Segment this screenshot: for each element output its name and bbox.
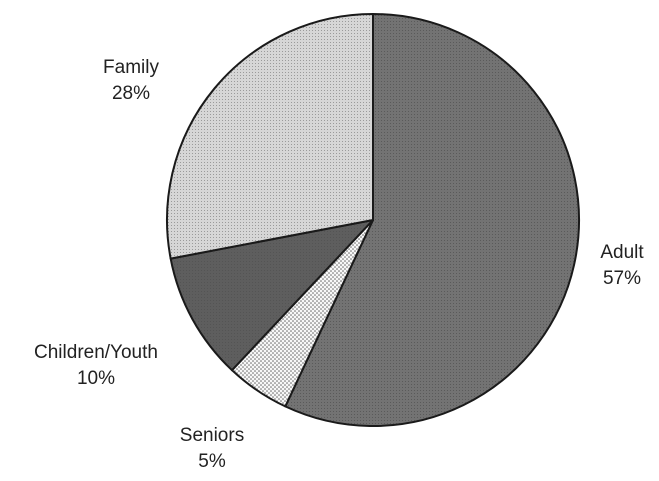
pie-slice-family [166, 13, 374, 260]
slice-value-seniors: 5% [198, 451, 226, 472]
slice-value-adult: 57% [603, 268, 641, 289]
pie-slice-adult [284, 13, 580, 427]
slice-label-seniors: Seniors [180, 425, 244, 446]
pie-slices [166, 13, 580, 427]
slice-value-family: 28% [112, 83, 150, 104]
slice-label-family: Family [103, 57, 159, 78]
pie-slice-children-youth [169, 219, 374, 372]
pie-labels: Adult 57% Seniors 5% Children/Youth 10% Family… [34, 57, 644, 472]
slice-label-children-youth: Children/Youth [34, 342, 158, 363]
slice-value-children-youth: 10% [77, 368, 115, 389]
slice-label-adult: Adult [600, 242, 644, 263]
